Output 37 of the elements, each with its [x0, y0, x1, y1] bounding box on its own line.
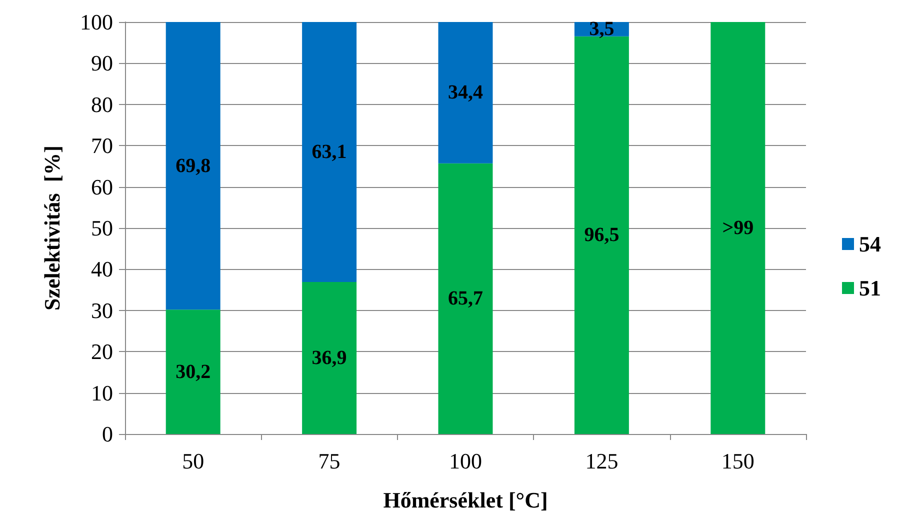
- bar: [166, 22, 220, 310]
- bar: [302, 282, 357, 434]
- legend-label: 51: [859, 276, 881, 300]
- x-tick-label: 150: [721, 448, 754, 474]
- bar: [438, 22, 493, 164]
- bar: [710, 22, 766, 434]
- x-tick-label: 50: [182, 448, 204, 474]
- bar: [574, 36, 629, 434]
- bar: [438, 163, 493, 434]
- y-tick-label: 100: [80, 10, 113, 34]
- data-label: 36,9: [312, 346, 347, 369]
- x-tick-label: 100: [449, 448, 482, 474]
- y-tick-label: 0: [102, 422, 113, 446]
- data-label: 3,5: [589, 18, 614, 40]
- data-label: 63,1: [312, 140, 347, 163]
- y-tick-label: 10: [91, 380, 113, 406]
- y-tick-label: 70: [91, 133, 113, 158]
- data-label: 34,4: [448, 82, 483, 104]
- y-tick-label: 30: [91, 298, 113, 323]
- y-tick-label: 40: [91, 256, 113, 282]
- legend-label: 54: [859, 232, 881, 256]
- data-label: 69,8: [176, 154, 211, 177]
- data-label: 65,7: [448, 288, 483, 310]
- data-label: 30,2: [176, 360, 211, 383]
- data-label: 96,5: [584, 224, 620, 246]
- y-tick-label: 60: [91, 174, 113, 200]
- y-axis-title: Szelektivitás [%]: [40, 146, 64, 310]
- bar: [166, 310, 220, 434]
- y-tick-label: 90: [91, 50, 113, 76]
- y-tick-label: 50: [91, 216, 113, 240]
- y-tick-label: 20: [91, 339, 113, 364]
- bar: [302, 22, 357, 282]
- x-axis-title: Hőmérséklet [°C]: [383, 488, 548, 512]
- x-tick-label: 75: [318, 448, 340, 474]
- x-tick-label: 125: [585, 448, 618, 474]
- y-tick-label: 80: [91, 92, 113, 117]
- data-label: >99: [722, 217, 754, 239]
